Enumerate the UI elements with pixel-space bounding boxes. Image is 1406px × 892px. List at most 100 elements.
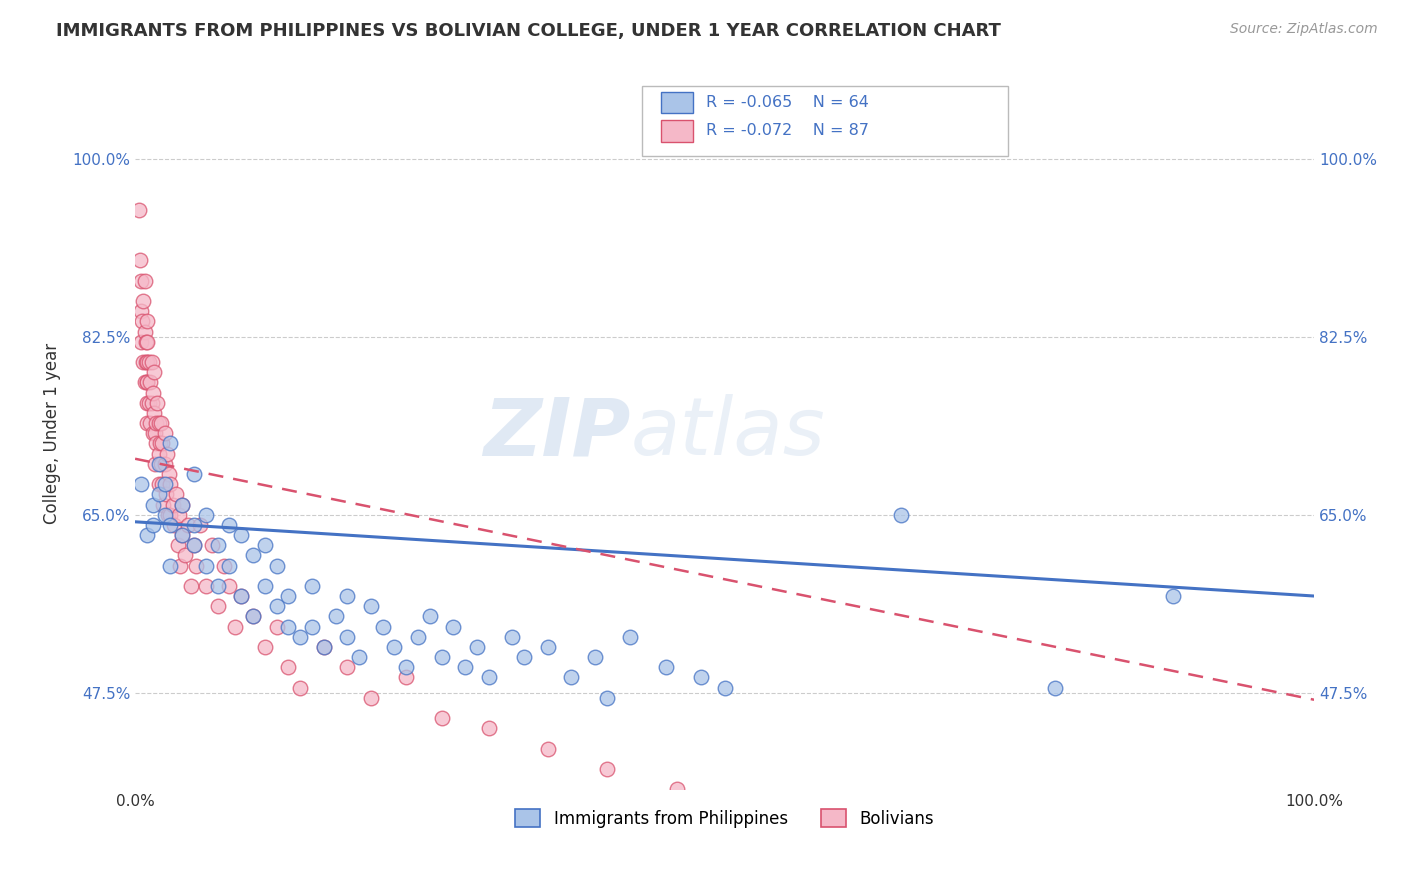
Point [135, 376, 157, 390]
Point [583, 650, 606, 665]
Point [224, 619, 246, 633]
Point [159, 517, 181, 532]
Point [159, 436, 181, 450]
Point [153, 457, 176, 471]
Point [167, 508, 190, 522]
Point [253, 538, 276, 552]
Point [301, 579, 323, 593]
Point [177, 517, 200, 532]
Point [166, 538, 188, 552]
Point [430, 711, 453, 725]
Point [131, 314, 153, 328]
Point [135, 528, 157, 542]
Text: atlas: atlas [630, 394, 825, 473]
Point [360, 599, 382, 614]
Point [713, 681, 735, 695]
Point [465, 640, 488, 654]
Point [172, 528, 194, 542]
Point [430, 650, 453, 665]
Point [155, 487, 177, 501]
Point [128, 253, 150, 268]
Point [142, 385, 165, 400]
Point [325, 609, 347, 624]
Point [142, 406, 165, 420]
Point [513, 650, 536, 665]
Point [183, 467, 205, 481]
Point [186, 558, 208, 573]
Point [1161, 589, 1184, 603]
Point [183, 517, 205, 532]
Point [1043, 681, 1066, 695]
Point [157, 467, 180, 481]
Point [142, 365, 165, 379]
Text: Source: ZipAtlas.com: Source: ZipAtlas.com [1230, 22, 1378, 37]
Point [142, 498, 165, 512]
Point [169, 558, 191, 573]
Point [135, 334, 157, 349]
Point [135, 355, 157, 369]
Point [501, 630, 523, 644]
Point [194, 579, 217, 593]
Point [157, 508, 180, 522]
Point [152, 498, 174, 512]
Point [207, 599, 229, 614]
Point [595, 762, 617, 776]
Point [139, 376, 162, 390]
Point [890, 508, 912, 522]
Point [312, 640, 335, 654]
Point [242, 549, 264, 563]
FancyBboxPatch shape [643, 86, 1008, 156]
Point [132, 355, 155, 369]
Point [129, 334, 152, 349]
Point [134, 325, 156, 339]
Point [165, 487, 187, 501]
Point [218, 579, 240, 593]
Point [454, 660, 477, 674]
Point [153, 508, 176, 522]
Point [194, 558, 217, 573]
Point [336, 589, 359, 603]
Point [312, 640, 335, 654]
Point [231, 589, 253, 603]
Point [150, 416, 173, 430]
Point [690, 670, 713, 684]
Point [179, 579, 201, 593]
Point [159, 477, 181, 491]
Point [537, 640, 560, 654]
Point [172, 498, 194, 512]
Point [666, 782, 689, 797]
Point [173, 549, 195, 563]
Point [135, 334, 157, 349]
Point [218, 517, 240, 532]
Point [135, 376, 157, 390]
Point [371, 619, 394, 633]
Point [172, 528, 194, 542]
Point [242, 609, 264, 624]
Point [138, 396, 160, 410]
Point [253, 640, 276, 654]
Point [212, 558, 235, 573]
Point [188, 517, 211, 532]
Text: ZIP: ZIP [482, 394, 630, 473]
Point [142, 517, 165, 532]
Point [395, 660, 418, 674]
Point [266, 599, 288, 614]
Point [231, 589, 253, 603]
Point [288, 630, 311, 644]
Point [148, 457, 170, 471]
Text: IMMIGRANTS FROM PHILIPPINES VS BOLIVIAN COLLEGE, UNDER 1 YEAR CORRELATION CHART: IMMIGRANTS FROM PHILIPPINES VS BOLIVIAN … [56, 22, 1001, 40]
Point [138, 355, 160, 369]
Point [150, 436, 173, 450]
Point [406, 630, 429, 644]
Point [537, 741, 560, 756]
Point [134, 376, 156, 390]
Point [132, 294, 155, 309]
Point [360, 690, 382, 705]
Point [441, 619, 464, 633]
Point [266, 619, 288, 633]
Point [201, 538, 224, 552]
Point [619, 630, 641, 644]
Y-axis label: College, Under 1 year: College, Under 1 year [44, 343, 60, 524]
Point [336, 660, 359, 674]
Point [141, 355, 163, 369]
